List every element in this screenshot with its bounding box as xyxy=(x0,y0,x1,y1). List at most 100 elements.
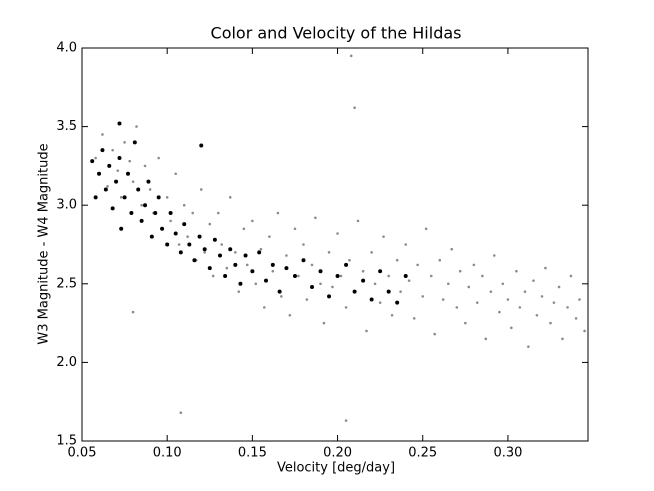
point xyxy=(103,187,108,192)
x-tick-label: 0.10 xyxy=(153,446,182,461)
point xyxy=(310,284,314,289)
x-axis-label: Velocity [deg/day] xyxy=(277,461,395,476)
point xyxy=(284,266,289,271)
point xyxy=(271,269,275,273)
point xyxy=(472,263,476,267)
point xyxy=(510,326,513,330)
point xyxy=(280,295,283,298)
point xyxy=(270,262,275,267)
point xyxy=(293,227,297,231)
point xyxy=(129,211,134,216)
point xyxy=(489,290,493,293)
point xyxy=(467,285,471,289)
x-tick-label: 0.20 xyxy=(323,446,352,461)
point xyxy=(245,263,249,267)
y-tick-label: 3.0 xyxy=(56,198,77,213)
point xyxy=(464,321,467,325)
point xyxy=(535,313,539,317)
x-tick-label: 0.25 xyxy=(408,446,437,461)
point xyxy=(506,298,510,301)
point xyxy=(107,163,112,168)
point xyxy=(331,285,334,289)
point xyxy=(202,247,207,252)
point xyxy=(455,306,459,309)
point xyxy=(378,269,383,274)
point xyxy=(216,211,220,215)
x-tick-label: 0.05 xyxy=(68,446,97,461)
point xyxy=(484,337,488,341)
point xyxy=(233,262,238,267)
point xyxy=(583,329,586,333)
point xyxy=(143,203,148,208)
point xyxy=(352,289,357,294)
point xyxy=(257,250,262,255)
point xyxy=(173,231,178,236)
point xyxy=(395,258,399,262)
point xyxy=(182,222,187,227)
point xyxy=(128,159,132,163)
point xyxy=(116,169,120,172)
point xyxy=(223,273,228,278)
point xyxy=(203,251,206,254)
point xyxy=(540,295,544,298)
point xyxy=(139,218,144,223)
point xyxy=(336,232,339,235)
point xyxy=(544,266,547,270)
point xyxy=(237,290,241,293)
point xyxy=(208,222,212,226)
point xyxy=(433,332,436,336)
point xyxy=(146,179,151,184)
point xyxy=(156,195,161,200)
point xyxy=(192,258,197,263)
point xyxy=(407,279,411,282)
point xyxy=(285,254,288,257)
point xyxy=(123,141,126,144)
point xyxy=(228,196,232,199)
point xyxy=(412,317,416,320)
point xyxy=(429,274,433,278)
x-tick-label: 0.30 xyxy=(493,446,522,461)
point xyxy=(191,211,195,215)
point xyxy=(136,187,141,192)
y-tick-label: 2.0 xyxy=(56,355,77,370)
point xyxy=(220,243,224,246)
point xyxy=(498,310,501,314)
point xyxy=(111,148,114,152)
point xyxy=(475,301,479,304)
point xyxy=(140,203,143,207)
point xyxy=(335,273,340,278)
point xyxy=(344,419,348,422)
point xyxy=(438,258,442,262)
x-tick-label: 0.15 xyxy=(238,446,267,461)
point xyxy=(251,219,254,223)
point xyxy=(574,317,578,320)
point xyxy=(197,234,202,239)
point xyxy=(557,285,561,289)
point xyxy=(90,159,95,164)
point xyxy=(165,196,169,199)
point xyxy=(148,188,152,191)
point xyxy=(100,148,105,153)
point xyxy=(322,321,326,325)
point xyxy=(212,237,217,242)
y-tick-label: 4.0 xyxy=(56,41,77,56)
point xyxy=(569,274,573,278)
point xyxy=(561,337,564,341)
point xyxy=(131,180,135,183)
point xyxy=(106,185,109,188)
point xyxy=(369,297,374,302)
point xyxy=(302,243,305,246)
point xyxy=(153,211,158,216)
point xyxy=(93,195,98,200)
point xyxy=(187,242,192,247)
point xyxy=(424,227,428,231)
point xyxy=(527,345,530,348)
point xyxy=(234,251,237,254)
y-axis-label: W3 Magnitude - W4 Magnitude xyxy=(37,143,52,344)
point xyxy=(94,156,97,160)
point xyxy=(168,211,173,216)
point xyxy=(259,247,263,251)
point xyxy=(254,282,258,286)
chart-title: Color and Velocity of the Hildas xyxy=(211,24,462,43)
